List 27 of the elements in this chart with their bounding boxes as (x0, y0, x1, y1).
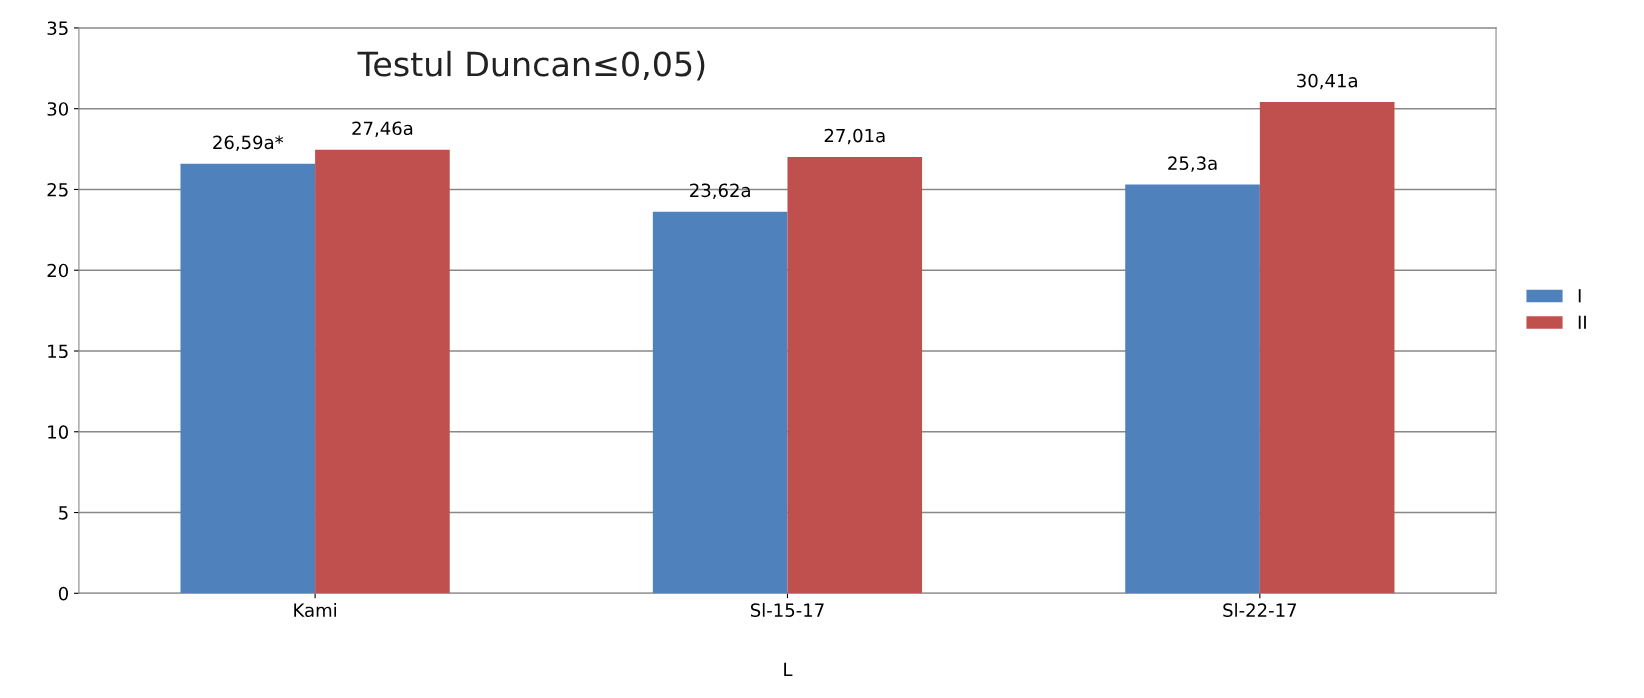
x-tick-label: Kami (294, 603, 336, 617)
x-tick-label: Sl-15-17 (750, 603, 824, 617)
data-label: 26,59a* (213, 135, 284, 152)
x-tick-label: Sl-22-17 (1223, 603, 1297, 617)
y-tick-label: 15 (48, 344, 68, 359)
legend-label: II (1578, 315, 1586, 329)
data-label: 27,01a (824, 128, 885, 145)
data-label: 25,3a (1168, 156, 1217, 172)
y-tick-label: 10 (48, 425, 68, 439)
x-axis-title: L (784, 662, 793, 676)
bar (787, 156, 923, 594)
y-tick-label: 20 (47, 263, 68, 278)
bar (180, 163, 316, 594)
text: Testul Duncan≤0,05) (357, 50, 705, 81)
bar (315, 149, 450, 594)
data-label: 30,41a (1297, 73, 1357, 90)
bar (652, 211, 788, 594)
y-tick-label: 30 (47, 102, 68, 116)
y-tick-label: 0 (58, 586, 68, 601)
y-tick-label: 25 (47, 182, 68, 197)
bar (1259, 102, 1395, 594)
legend-label: I (1578, 289, 1581, 303)
data-label: 23,62a (690, 183, 750, 199)
y-tick-label: 5 (59, 506, 68, 520)
y-tick-label: 35 (47, 21, 68, 36)
data-label: 27,46a (352, 121, 413, 137)
bar (1125, 184, 1260, 594)
